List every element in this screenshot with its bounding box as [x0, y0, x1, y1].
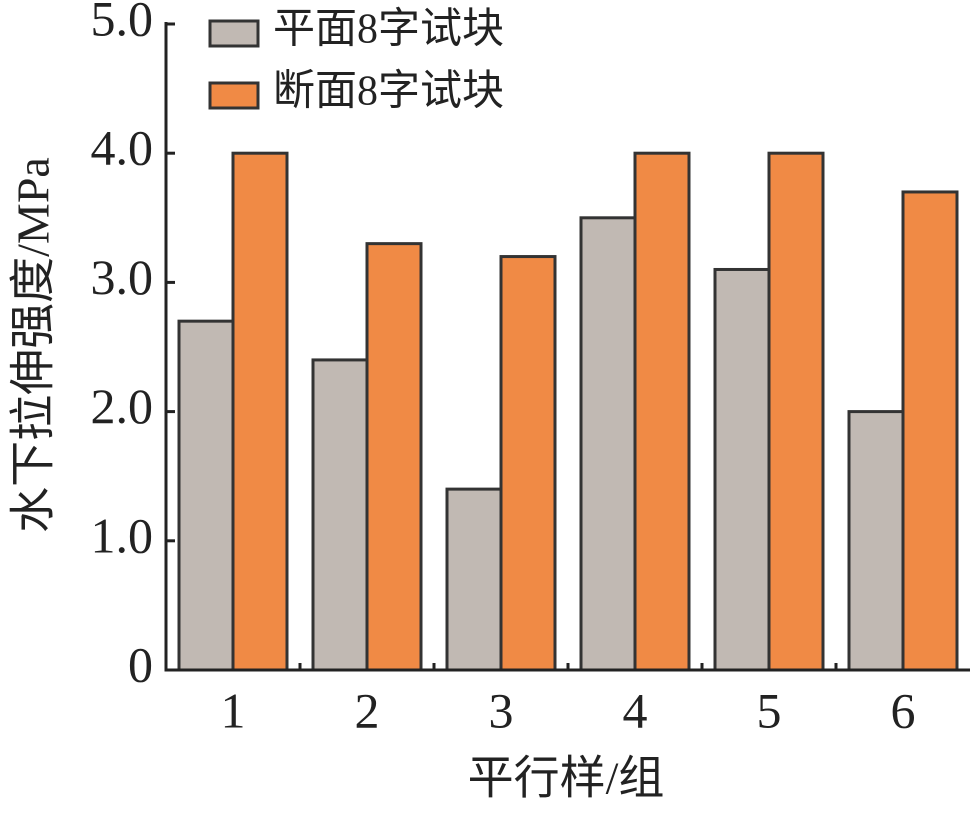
bar — [177, 319, 235, 672]
bar — [231, 151, 289, 672]
x-tick-label: 1 — [221, 682, 246, 738]
legend-swatch — [208, 19, 260, 48]
bar — [767, 151, 825, 672]
bar — [579, 216, 637, 672]
legend-label: 平面8字试块 — [273, 6, 504, 53]
bar — [901, 190, 959, 672]
x-tick-label: 3 — [489, 682, 514, 738]
x-tick-label: 6 — [891, 682, 916, 738]
legend-label: 断面8字试块 — [273, 68, 504, 115]
y-tick-label: 0 — [128, 636, 153, 692]
y-tick-label: 2.0 — [91, 378, 154, 434]
bar — [311, 358, 369, 672]
x-tick-label: 4 — [623, 682, 648, 738]
bar — [847, 410, 905, 672]
bar — [445, 487, 503, 672]
bar — [499, 255, 557, 672]
y-tick-label: 4.0 — [91, 120, 154, 176]
y-tick-label: 3.0 — [91, 249, 154, 305]
y-tick-label: 1.0 — [91, 507, 154, 563]
bar — [633, 151, 691, 672]
bar — [713, 267, 771, 672]
x-axis-label: 平行样/组 — [468, 753, 665, 804]
y-tick-label: 5.0 — [91, 0, 154, 46]
bar — [365, 242, 423, 672]
x-tick-label: 5 — [757, 682, 782, 738]
y-axis-label: 水下拉伸强度/MPa — [8, 157, 59, 533]
legend-swatch — [208, 81, 260, 110]
x-tick-label: 2 — [355, 682, 380, 738]
